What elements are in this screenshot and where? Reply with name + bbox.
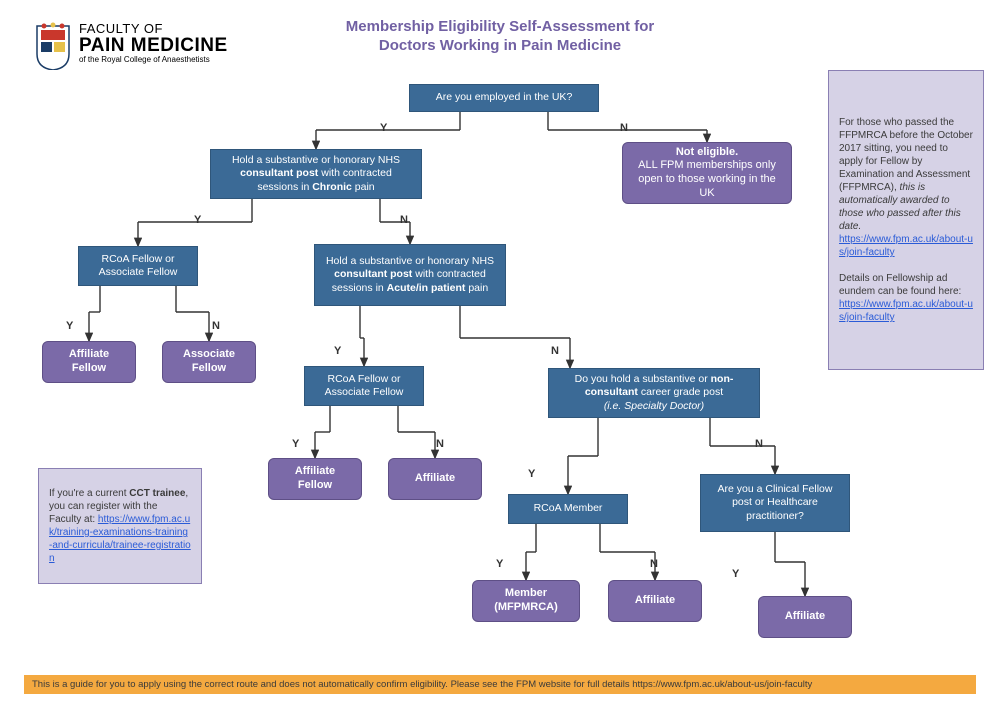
- q3-text: RCoA Fellow or Associate Fellow: [89, 253, 187, 279]
- info-right-link1[interactable]: https://www.fpm.ac.uk/about-us/join-facu…: [839, 234, 973, 258]
- info-cct-trainee: If you're a current CCT trainee, you can…: [38, 468, 202, 584]
- info-left-text: If you're a current CCT trainee, you can…: [49, 487, 191, 565]
- edge-label: N: [755, 438, 763, 450]
- q6-text: Do you hold a substantive or non-consult…: [559, 373, 749, 412]
- outcome-associate-fellow: Associate Fellow: [162, 341, 256, 383]
- edge-label: N: [551, 345, 559, 357]
- question-employed-uk: Are you employed in the UK?: [409, 84, 599, 112]
- q4-text: Hold a substantive or honorary NHS consu…: [325, 255, 495, 294]
- title-line2: Doctors Working in Pain Medicine: [379, 37, 621, 54]
- outcome-member: Member (MFPMRCA): [472, 580, 580, 622]
- logo-line3: of the Royal College of Anaesthetists: [79, 56, 228, 64]
- edge-label: Y: [496, 558, 503, 570]
- q8-text: Are you a Clinical Fellow post or Health…: [711, 483, 839, 522]
- edge-label: Y: [380, 122, 387, 134]
- edge-label: N: [650, 558, 658, 570]
- q7-text: RCoA Member: [534, 502, 603, 515]
- edge-label: N: [620, 122, 628, 134]
- outcome-affiliate-1: Affiliate: [388, 458, 482, 500]
- outcome-affiliate-fellow-1: Affiliate Fellow: [42, 341, 136, 383]
- edge-label: Y: [292, 438, 299, 450]
- q5-text: RCoA Fellow or Associate Fellow: [315, 373, 413, 399]
- edge-label: Y: [334, 345, 341, 357]
- page-title: Membership Eligibility Self-Assessment f…: [0, 18, 1000, 56]
- edge-label: N: [400, 214, 408, 226]
- info-right-text: For those who passed the FFPMRCA before …: [839, 116, 973, 324]
- outcome-affiliate-3: Affiliate: [758, 596, 852, 638]
- q2-text: Hold a substantive or honorary NHS consu…: [221, 154, 411, 193]
- edge-label: Y: [194, 214, 201, 226]
- question-rcoa-fellow-2: RCoA Fellow or Associate Fellow: [304, 366, 424, 406]
- outcome-affiliate-fellow-2: Affiliate Fellow: [268, 458, 362, 500]
- edge-label: Y: [732, 568, 739, 580]
- question-clinical-fellow: Are you a Clinical Fellow post or Health…: [700, 474, 850, 532]
- info-ffpmrca: For those who passed the FFPMRCA before …: [828, 70, 984, 370]
- edge-label: N: [212, 320, 220, 332]
- question-non-consultant: Do you hold a substantive or non-consult…: [548, 368, 760, 418]
- q1-text: Are you employed in the UK?: [436, 91, 573, 104]
- question-consultant-acute: Hold a substantive or honorary NHS consu…: [314, 244, 506, 306]
- ne-text: Not eligible. ALL FPM memberships only o…: [633, 146, 781, 201]
- outcome-affiliate-2: Affiliate: [608, 580, 702, 622]
- edge-label: Y: [528, 468, 535, 480]
- outcome-not-eligible: Not eligible. ALL FPM memberships only o…: [622, 142, 792, 204]
- title-line1: Membership Eligibility Self-Assessment f…: [346, 18, 654, 35]
- question-rcoa-fellow-1: RCoA Fellow or Associate Fellow: [78, 246, 198, 286]
- question-rcoa-member: RCoA Member: [508, 494, 628, 524]
- info-right-link2[interactable]: https://www.fpm.ac.uk/about-us/join-facu…: [839, 299, 973, 323]
- edge-label: N: [436, 438, 444, 450]
- footer-guide-note: This is a guide for you to apply using t…: [24, 675, 976, 694]
- question-consultant-chronic: Hold a substantive or honorary NHS consu…: [210, 149, 422, 199]
- edge-label: Y: [66, 320, 73, 332]
